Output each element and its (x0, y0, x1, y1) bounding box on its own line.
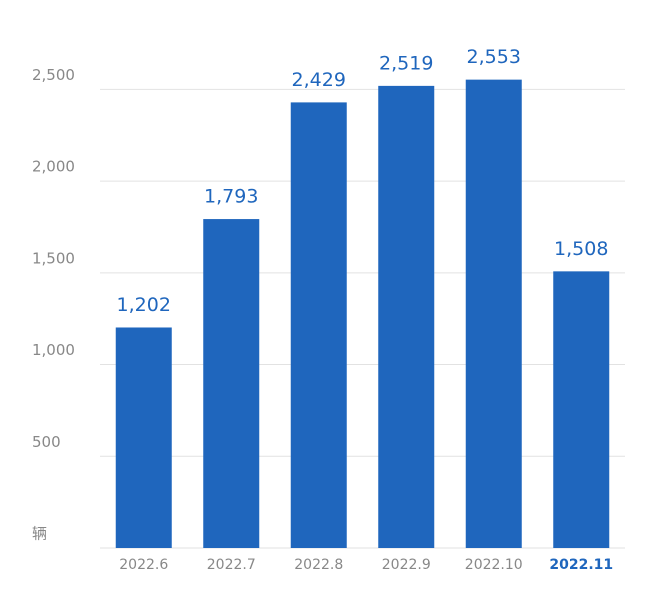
value-label: 1,202 (117, 294, 171, 316)
bar (203, 219, 260, 549)
x-tick-label: 2022.10 (465, 557, 523, 573)
y-tick-label: 500 (32, 433, 61, 451)
value-label: 2,519 (379, 52, 433, 74)
bar (465, 79, 522, 548)
y-tick-label: 2,500 (32, 66, 75, 84)
x-tick-label: 2022.8 (294, 557, 343, 573)
y-tick-label: 1,000 (32, 341, 75, 359)
bar (115, 327, 172, 548)
y-tick-label: 1,500 (32, 249, 75, 267)
bar (378, 85, 435, 549)
value-label: 2,429 (292, 69, 346, 91)
value-label: 1,793 (204, 186, 258, 208)
y-tick-label: 辆 (32, 525, 47, 543)
x-tick-label: 2022.7 (207, 557, 256, 573)
bar (553, 271, 610, 548)
x-tick-label: 2022.6 (119, 557, 168, 573)
x-tick-label: 2022.11 (549, 557, 613, 573)
value-label: 2,553 (467, 46, 521, 68)
y-tick-label: 2,000 (32, 158, 75, 176)
bar (290, 102, 347, 548)
value-label: 1,508 (554, 238, 608, 260)
x-tick-label: 2022.9 (382, 557, 431, 573)
